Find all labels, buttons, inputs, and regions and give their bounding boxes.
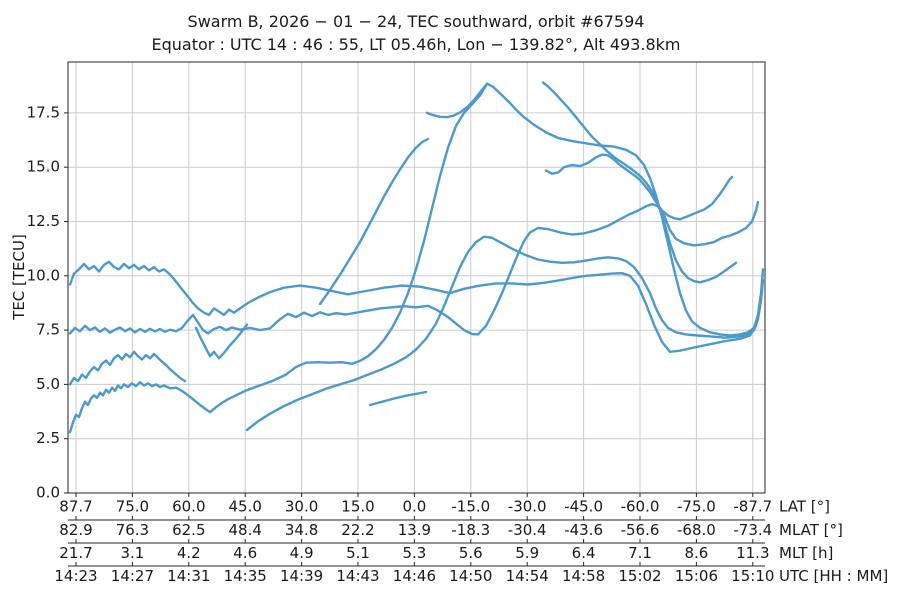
x-tick-label: -73.4 [733, 521, 772, 539]
series-line [541, 81, 738, 284]
axis-row-name: MLT [h] [779, 544, 833, 562]
x-tick-label: 14:39 [280, 567, 323, 585]
axis-row-name: LAT [°] [779, 498, 830, 516]
y-tick-label: 10.0 [27, 266, 60, 284]
x-tick-label: 14:23 [54, 567, 97, 585]
x-tick-label: 13.9 [398, 521, 431, 539]
x-tick-label: -15.0 [451, 498, 490, 516]
x-tick-label: 0.0 [402, 498, 426, 516]
x-tick-label: -68.0 [677, 521, 716, 539]
data-series [68, 81, 765, 434]
series-line [425, 83, 488, 119]
series-line [544, 153, 734, 221]
tick-labels: 0.0 2.5 5.0 7.5 10.0 12.5 15.0 17.5 87.7 75.0 60.0… [27, 103, 889, 585]
x-tick-label: 22.2 [341, 521, 374, 539]
x-tick-label: 5.1 [346, 544, 370, 562]
x-tick-label: -60.0 [621, 498, 660, 516]
axis-row-name: UTC [HH : MM] [779, 567, 888, 585]
x-tick-label: -43.6 [564, 521, 603, 539]
x-tick-label: 11.3 [736, 544, 769, 562]
x-tick-label: 14:58 [562, 567, 605, 585]
series-line [245, 235, 765, 432]
x-tick-label: 34.8 [285, 521, 318, 539]
x-tick-label: -87.7 [733, 498, 772, 516]
x-tick-label: 5.3 [402, 544, 426, 562]
x-tick-label: 15.0 [341, 498, 374, 516]
x-tick-label: 48.4 [228, 521, 261, 539]
x-tick-label: -75.0 [677, 498, 716, 516]
y-tick-label: 5.0 [36, 375, 60, 393]
series-line [68, 350, 187, 386]
x-tick-label: -56.6 [621, 521, 660, 539]
series-line [318, 137, 430, 306]
x-tick-label: 5.6 [459, 544, 483, 562]
y-tick-label: 12.5 [27, 212, 60, 230]
x-tick-label: 6.4 [572, 544, 596, 562]
y-tick-label: 0.0 [36, 484, 60, 502]
x-tick-label: 14:43 [336, 567, 379, 585]
x-tick-label: 21.7 [59, 544, 92, 562]
chart-subtitle: Equator : UTC 14 : 46 : 55, LT 05.46h, L… [152, 35, 681, 54]
series-line [194, 323, 249, 360]
x-tick-label: -45.0 [564, 498, 603, 516]
x-tick-label: 7.1 [628, 544, 652, 562]
x-tick-label: 76.3 [116, 521, 149, 539]
x-tick-label: 8.6 [684, 544, 708, 562]
x-tick-label: 87.7 [59, 498, 92, 516]
chart-title: Swarm B, 2026 − 01 − 24, TEC southward, … [188, 12, 645, 31]
x-tick-label: 15:06 [675, 567, 718, 585]
x-tick-label: 5.9 [515, 544, 539, 562]
x-tick-label: -18.3 [451, 521, 490, 539]
x-tick-label: 62.5 [172, 521, 205, 539]
x-tick-label: 3.1 [120, 544, 144, 562]
x-tick-label: 75.0 [116, 498, 149, 516]
x-tick-label: 30.0 [285, 498, 318, 516]
x-tick-label: -30.4 [508, 521, 547, 539]
x-tick-label: 14:31 [167, 567, 210, 585]
x-tick-label: 14:54 [506, 567, 549, 585]
y-tick-label: 7.5 [36, 321, 60, 339]
series-line [68, 260, 764, 353]
x-tick-label: 60.0 [172, 498, 205, 516]
y-axis-label: TEC [TECU] [10, 234, 28, 321]
axes-and-ticks [64, 61, 766, 567]
x-tick-label: 14:27 [111, 567, 154, 585]
y-tick-label: 2.5 [36, 429, 60, 447]
x-tick-label: 4.6 [233, 544, 257, 562]
x-tick-label: 14:35 [224, 567, 267, 585]
x-tick-label: 15:02 [618, 567, 661, 585]
axis-row-name: MLAT [°] [779, 521, 843, 539]
x-tick-label: 45.0 [228, 498, 261, 516]
plot-frame [67, 61, 766, 494]
x-tick-label: 14:46 [393, 567, 436, 585]
x-tick-label: 4.9 [290, 544, 314, 562]
x-tick-label: 14:50 [449, 567, 492, 585]
x-tick-label: 4.2 [177, 544, 201, 562]
x-tick-label: -30.0 [508, 498, 547, 516]
y-tick-label: 17.5 [27, 103, 60, 121]
series-line [68, 200, 760, 336]
y-tick-label: 15.0 [27, 158, 60, 176]
series-line [368, 390, 428, 407]
x-tick-label: 15:10 [731, 567, 774, 585]
x-tick-label: 82.9 [59, 521, 92, 539]
series-line [68, 82, 765, 434]
